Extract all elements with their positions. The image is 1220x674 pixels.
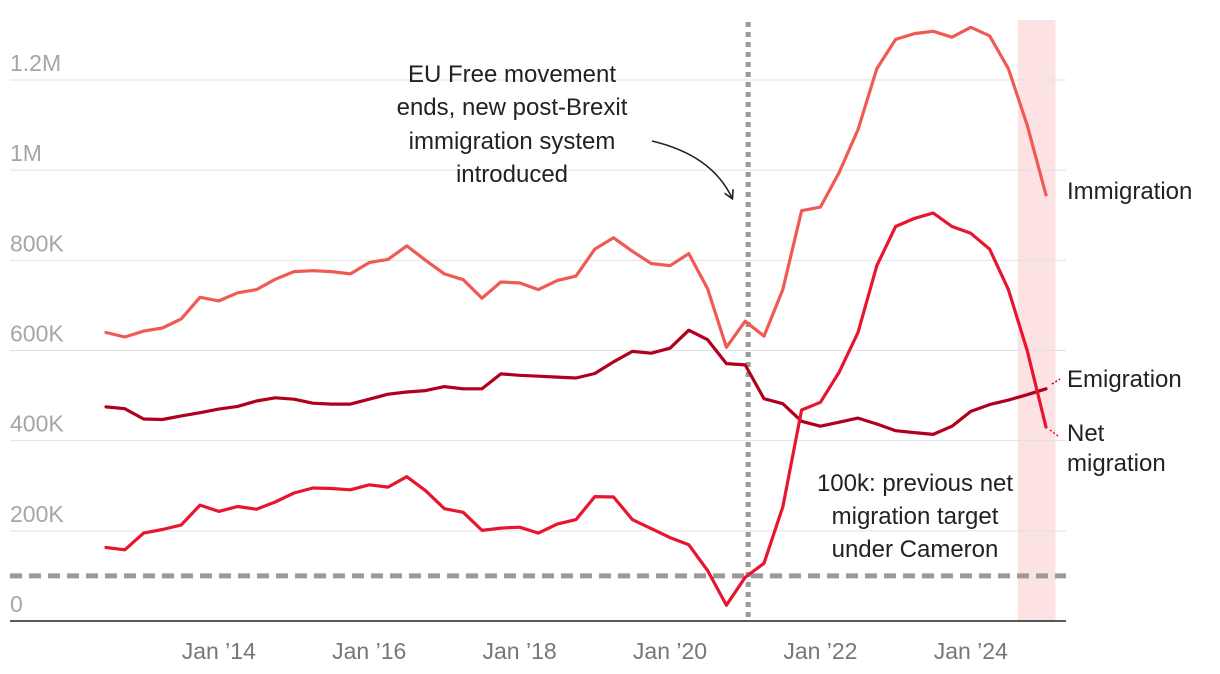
immigration-line bbox=[104, 25, 1048, 349]
brexit-annotation-line-4: introduced bbox=[456, 161, 568, 188]
gridlines bbox=[10, 79, 1066, 622]
brexit-annotation-line-1: EU Free movement bbox=[408, 61, 616, 88]
y-axis-ticks: 0 200K 400K 600K 800K 1M 1.2M bbox=[10, 50, 64, 617]
emigration-label: Emigration bbox=[1067, 366, 1182, 393]
emigration-label-leader bbox=[1051, 378, 1061, 385]
y-tick-label: 800K bbox=[10, 230, 64, 256]
cameron-annotation-line-2: migration target bbox=[832, 503, 999, 530]
y-tick-label: 1.2M bbox=[10, 50, 61, 76]
net-migration-label: migration bbox=[1067, 450, 1166, 477]
immigration-label: Immigration bbox=[1067, 178, 1192, 205]
y-tick-label: 400K bbox=[10, 411, 64, 437]
cameron-annotation-line-1: 100k: previous net bbox=[817, 470, 1013, 497]
brexit-annotation-line-2: ends, new post-Brexit bbox=[397, 94, 628, 121]
y-tick-label: 0 bbox=[10, 591, 23, 617]
net-migration-label: Net bbox=[1067, 420, 1105, 447]
emigration-line bbox=[104, 328, 1048, 436]
x-tick-label: Jan ’22 bbox=[783, 638, 857, 664]
x-tick-label: Jan ’24 bbox=[934, 638, 1008, 664]
x-axis-ticks: Jan ’14 Jan ’16 Jan ’18 Jan ’20 Jan ’22 Jan ’… bbox=[182, 638, 1008, 664]
series-lines bbox=[104, 25, 1048, 607]
net-migration-label-leader bbox=[1049, 429, 1059, 437]
series-labels: Immigration Emigration Net migration bbox=[1049, 178, 1192, 477]
net-migration-line bbox=[104, 211, 1048, 607]
cameron-annotation-line-3: under Cameron bbox=[832, 536, 999, 563]
x-tick-label: Jan ’14 bbox=[182, 638, 256, 664]
y-tick-label: 200K bbox=[10, 501, 64, 527]
y-tick-label: 600K bbox=[10, 321, 64, 347]
x-tick-label: Jan ’20 bbox=[633, 638, 707, 664]
brexit-annotation: EU Free movement ends, new post-Brexit i… bbox=[397, 61, 732, 198]
cameron-target-annotation: 100k: previous net migration target unde… bbox=[817, 470, 1013, 563]
x-tick-label: Jan ’16 bbox=[332, 638, 406, 664]
brexit-annotation-line-3: immigration system bbox=[409, 128, 616, 155]
y-tick-label: 1M bbox=[10, 140, 42, 166]
x-tick-label: Jan ’18 bbox=[483, 638, 557, 664]
brexit-annotation-arrow bbox=[651, 140, 732, 198]
reference-lines bbox=[10, 22, 1066, 621]
